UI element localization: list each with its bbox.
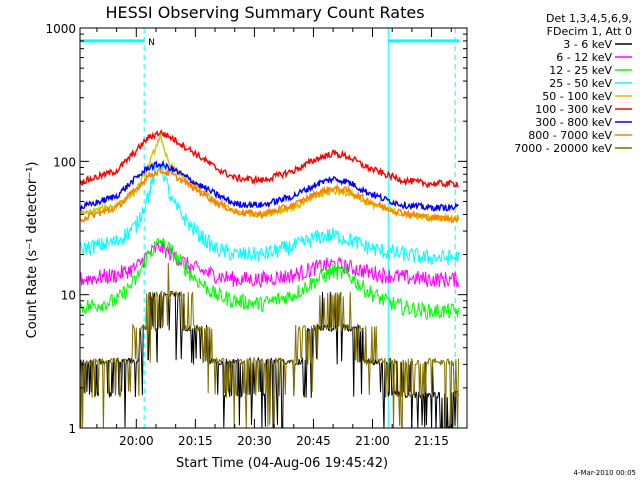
timestamp-footer: 4-Mar-2010 00:05 xyxy=(574,469,636,477)
legend-label: 800 - 7000 keV xyxy=(528,129,612,142)
legend-label: 12 - 25 keV xyxy=(549,64,612,77)
series-line xyxy=(80,133,460,223)
legend-label: 6 - 12 keV xyxy=(556,51,612,64)
legend-label: 25 - 50 keV xyxy=(549,77,612,90)
x-axis-label: Start Time (04-Aug-06 19:45:42) xyxy=(176,456,388,471)
x-tick-label: 20:45 xyxy=(296,434,331,448)
legend: Det 1,3,4,5,6,9,FDecim 1, Att 03 - 6 keV… xyxy=(514,12,632,155)
legend-header: FDecim 1, Att 0 xyxy=(547,25,632,38)
series-line xyxy=(80,237,459,321)
series-line xyxy=(80,129,459,189)
y-tick-label: 1000 xyxy=(45,22,76,36)
x-tick-label: 21:15 xyxy=(414,434,449,448)
y-axis-label: Count Rate (s⁻¹ detector⁻¹) xyxy=(25,162,40,339)
x-tick-label: 21:00 xyxy=(355,434,390,448)
plot-frame xyxy=(79,27,468,429)
legend-header: Det 1,3,4,5,6,9, xyxy=(546,12,632,25)
plot-area: N xyxy=(80,28,460,428)
marker-label: N xyxy=(148,38,155,48)
legend-label: 100 - 300 keV xyxy=(535,103,612,116)
series-line xyxy=(80,262,459,428)
legend-label: 50 - 100 keV xyxy=(542,90,612,103)
x-tick-label: 20:15 xyxy=(178,434,213,448)
series-line xyxy=(80,159,459,212)
legend-label: 3 - 6 keV xyxy=(563,38,612,51)
legend-label: 300 - 800 keV xyxy=(535,116,612,129)
series-line xyxy=(80,240,459,288)
chart-title: HESSI Observing Summary Count Rates xyxy=(105,3,424,22)
x-tick-label: 20:00 xyxy=(119,434,154,448)
y-tick-label: 1 xyxy=(68,422,76,436)
legend-label: 7000 - 20000 keV xyxy=(514,142,612,155)
y-tick-label: 10 xyxy=(61,289,76,303)
series-line xyxy=(80,166,460,224)
axes: 1 10 100 1000 20:00 20:15 20:30 20:45 21:00 21:15 xyxy=(45,22,468,448)
y-tick-label: 100 xyxy=(53,155,76,169)
series-line xyxy=(80,161,459,266)
x-tick-label: 20:30 xyxy=(237,434,272,448)
